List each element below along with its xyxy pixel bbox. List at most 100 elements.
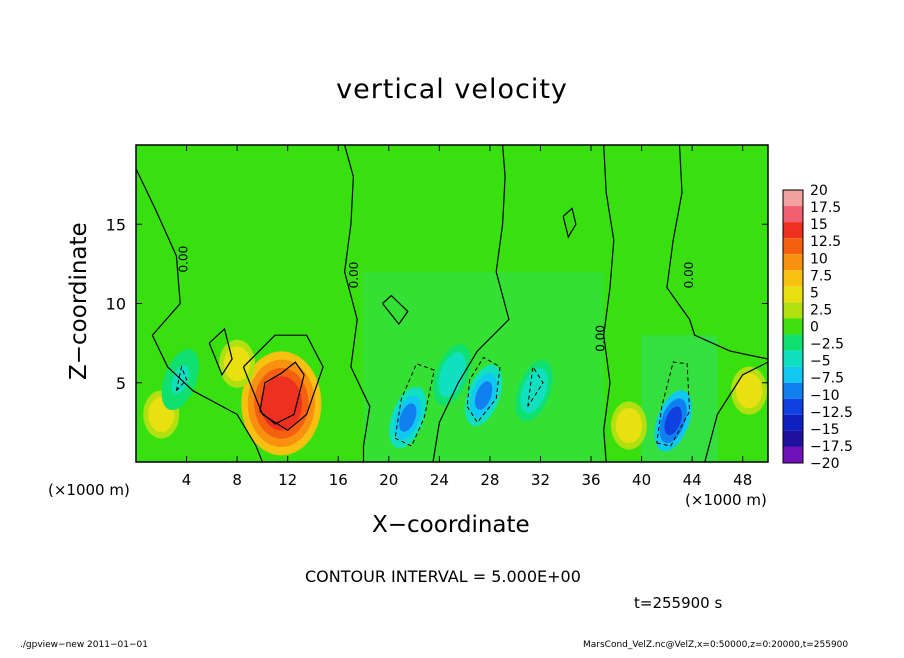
colorbar-swatch (783, 414, 803, 431)
contour-line (208, 327, 233, 377)
x-tick-label: 16 (329, 471, 348, 489)
colorbar-swatch (783, 302, 803, 319)
colorbar-swatch (783, 190, 803, 207)
x-axis: 4 8 12 16 20 24 28 32 36 40 44 48 (182, 145, 752, 489)
heatmap-cell (228, 352, 246, 375)
y-axis-label: Z−coordinate (66, 222, 92, 380)
contour-line-negative (656, 361, 691, 447)
heatmap-feature-updraft (219, 339, 256, 388)
heatmap-feature-downdraft (433, 344, 471, 406)
contour-line-negative (466, 356, 501, 424)
colorbar-label: 0 (810, 320, 819, 336)
heatmap-cell (266, 384, 296, 423)
heatmap-feature-downdraft (515, 360, 553, 422)
colorbar-label: −17.5 (810, 439, 853, 455)
colorbar-label: −15 (810, 422, 840, 438)
x-tick-label: 28 (480, 471, 499, 489)
colorbar-label: 10 (810, 251, 828, 267)
heatmap-plot-area: 0.00 0.00 0.00 0.00 (135, 144, 769, 463)
contour-value-label: 0.00 (594, 325, 608, 352)
x-tick-label: 24 (430, 471, 449, 489)
y-tick-label: 5 (116, 374, 126, 393)
colorbar-label: −10 (810, 388, 840, 404)
contour-line (259, 361, 305, 425)
contour-line (603, 145, 615, 462)
colorbar-swatch (783, 446, 803, 463)
contour-line (562, 207, 577, 239)
colorbar-label: 2.5 (810, 302, 832, 318)
footer-right: MarsCond_VelZ.nc@VelZ,x=0:50000,z=0:2000… (583, 640, 849, 650)
colorbar-swatch (783, 398, 803, 415)
contour-value-label: 0.00 (347, 262, 361, 289)
heatmap-cell (152, 403, 170, 426)
heatmap-cell (620, 414, 638, 437)
contour-value-label: 0.00 (177, 246, 191, 273)
x-tick-label: 36 (581, 471, 600, 489)
y-axis: 5 10 15 (106, 215, 768, 393)
x-tick-label: 32 (531, 471, 550, 489)
time-label: t=255900 s (634, 594, 723, 612)
heatmap-cell (474, 381, 493, 410)
colorbar-swatch (783, 238, 803, 255)
colorbar-swatch (783, 318, 803, 335)
colorbar-label: −12.5 (810, 405, 853, 421)
x-axis-unit-left: (×1000 m) (48, 481, 130, 499)
colorbar-label: 7.5 (810, 268, 832, 284)
contour-line-negative (527, 365, 544, 407)
colorbar-swatch (783, 382, 803, 399)
colorbar-swatch (783, 350, 803, 367)
colorbar-swatch (783, 206, 803, 223)
heatmap-features (143, 271, 768, 462)
heatmap-cell (525, 376, 543, 405)
colorbar-swatch (783, 366, 803, 383)
contour-line (704, 361, 768, 462)
colorbar-frame (782, 189, 804, 464)
colorbar-label: 5 (810, 285, 819, 301)
colorbar-swatch (783, 270, 803, 287)
x-axis-unit-right: (×1000 m) (685, 491, 767, 509)
contour-interval-note: CONTOUR INTERVAL = 5.000E+00 (305, 567, 581, 586)
colorbar-label: 12.5 (810, 234, 841, 250)
x-tick-label: 8 (232, 471, 242, 489)
x-tick-label: 48 (733, 471, 752, 489)
x-tick-label: 12 (278, 471, 297, 489)
colorbar-label: 17.5 (810, 200, 841, 216)
contour-line-negative (394, 363, 435, 447)
contour-line (343, 145, 371, 462)
x-axis-label: X−coordinate (372, 512, 530, 538)
heatmap-feature-downdraft (389, 387, 427, 449)
x-tick-label: 4 (182, 471, 192, 489)
colorbar-swatch (783, 334, 803, 351)
colorbar-label: −2.5 (810, 337, 844, 353)
heatmap-cell (443, 360, 461, 390)
heatmap-cell (399, 403, 417, 432)
colorbar-swatch (783, 286, 803, 303)
heatmap-feature-updraft (731, 366, 768, 415)
y-tick-label: 10 (106, 295, 126, 314)
colorbar-label: −20 (810, 456, 840, 472)
colorbar-label: 15 (810, 217, 828, 233)
footer-left: ./gpview−new 2011−01−01 (20, 640, 148, 650)
colorbar-label: −7.5 (810, 371, 844, 387)
colorbar-label: 20 (810, 183, 828, 199)
contour-value-label: 0.00 (682, 262, 696, 289)
colorbar-label: −5 (810, 354, 831, 370)
heatmap-feature-updraft-max (241, 351, 322, 456)
chart-title: vertical velocity (336, 74, 568, 105)
x-tick-label: 44 (683, 471, 702, 489)
x-tick-label: 20 (379, 471, 398, 489)
heatmap-feature-updraft (610, 401, 647, 450)
contour-line (432, 145, 510, 462)
colorbar-swatch (783, 430, 803, 447)
contour-line (666, 145, 768, 360)
heatmap-feature-downdraft (465, 364, 503, 426)
colorbar-swatch (783, 254, 803, 271)
heatmap-feature-downdraft (654, 390, 692, 452)
y-tick-label: 15 (106, 215, 126, 234)
heatmap-cell (740, 379, 758, 402)
contour-lines: 0.00 0.00 0.00 0.00 (136, 145, 768, 462)
contour-line (382, 294, 409, 326)
colorbar-swatch (783, 222, 803, 239)
